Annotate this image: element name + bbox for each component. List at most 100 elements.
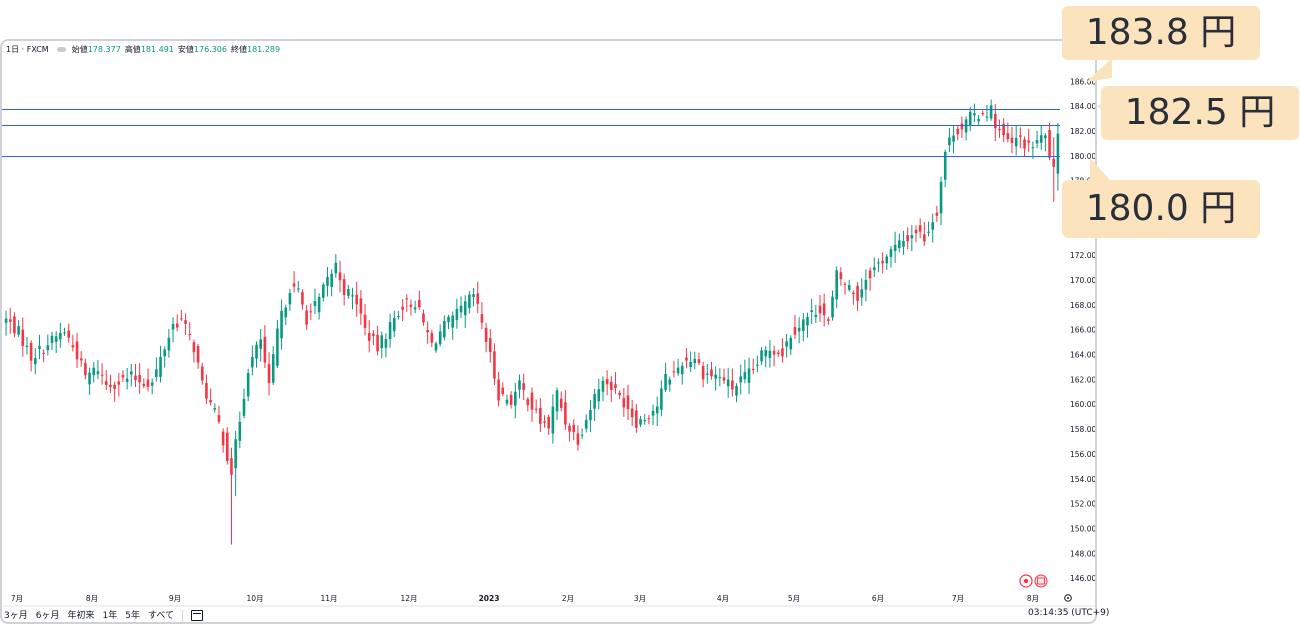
candle-body	[814, 314, 818, 318]
candle-body	[134, 375, 137, 380]
range-button-6m[interactable]: 6ヶ月	[35, 611, 60, 621]
candle-body	[760, 350, 763, 362]
range-button-5y[interactable]: 5年	[125, 611, 140, 621]
calendar-icon[interactable]	[1034, 574, 1048, 588]
candle-body	[146, 379, 150, 388]
range-button-3m[interactable]: 3ヶ月	[4, 611, 28, 621]
candle-body	[927, 231, 930, 233]
candle-body	[898, 240, 901, 248]
candle-body	[576, 433, 580, 445]
low-value: 176.306	[193, 45, 227, 54]
y-tick-label: 146.000	[1070, 574, 1097, 583]
range-button-ytd[interactable]: 年初来	[67, 611, 95, 621]
candle-body	[718, 377, 722, 379]
candle-body	[856, 285, 859, 301]
candle-body	[117, 381, 121, 385]
goto-date-icon[interactable]	[190, 610, 203, 621]
candle-body	[29, 342, 33, 361]
candle-body	[451, 315, 454, 328]
candle-body	[676, 367, 680, 374]
range-button-1y[interactable]: 1年	[102, 611, 118, 621]
candle-body	[693, 358, 697, 364]
candle-body	[764, 350, 768, 357]
candle-body	[626, 395, 630, 410]
candle-body	[1048, 130, 1051, 158]
candle-body	[100, 374, 104, 376]
candle-body	[409, 304, 413, 308]
candle-body	[639, 419, 642, 425]
symbol-label[interactable]: 1日 · FXCM	[6, 45, 49, 54]
candlestick-chart[interactable]: 183.800182.500180.000 146.000 148.000 150.…	[2, 41, 1097, 624]
candle-body	[363, 314, 367, 328]
candle-body	[647, 418, 651, 420]
x-tick-label: 7月	[11, 594, 23, 603]
candle-body	[501, 387, 505, 395]
record-icon[interactable]	[1019, 574, 1033, 588]
x-tick-label: 11月	[320, 594, 337, 603]
settings-icon[interactable]	[1064, 594, 1072, 602]
candle-body	[781, 348, 784, 357]
candle-body	[559, 398, 563, 408]
candle-body	[797, 327, 801, 332]
candle-body	[860, 289, 864, 298]
callout-183-8: 183.8 円	[1062, 6, 1260, 60]
candle-body	[835, 270, 838, 300]
candle-body	[88, 372, 91, 385]
candle-body	[726, 379, 730, 387]
candle-body	[509, 394, 513, 405]
candle-body	[8, 319, 12, 322]
candle-body	[605, 379, 609, 385]
candle-body	[380, 335, 384, 349]
candle-body	[109, 385, 112, 388]
candle-body	[284, 307, 288, 318]
candle-body	[701, 365, 705, 380]
candle-body	[893, 244, 897, 252]
candle-body	[630, 408, 634, 418]
candle-body	[196, 345, 200, 363]
candle-body	[317, 296, 321, 313]
y-tick-label: 164.000	[1070, 351, 1097, 360]
range-button-all[interactable]: すべて	[147, 611, 174, 621]
candle-body	[714, 374, 717, 379]
candle-body	[902, 241, 905, 247]
y-tick-label: 162.000	[1070, 375, 1097, 384]
candle-body	[1010, 137, 1014, 143]
candle-body	[155, 369, 158, 377]
candle-body	[651, 410, 655, 416]
y-tick-label: 158.000	[1070, 425, 1097, 434]
x-tick-label: 5月	[788, 594, 800, 603]
candle-body	[931, 222, 934, 230]
candle-body	[597, 389, 601, 402]
candle-body	[167, 337, 171, 351]
y-tick-label: 170.000	[1070, 276, 1097, 285]
candle-body	[956, 128, 960, 135]
candle-body	[63, 332, 66, 334]
candles-layer	[4, 99, 1060, 545]
candle-body	[818, 305, 822, 314]
candle-body	[313, 301, 317, 306]
candle-body	[1052, 158, 1056, 167]
candle-body	[163, 349, 166, 357]
collapse-legend-icon[interactable]	[56, 47, 66, 52]
candle-body	[234, 439, 237, 469]
candle-body	[706, 373, 709, 375]
candle-body	[488, 338, 492, 353]
candle-body	[530, 392, 534, 410]
candle-body	[367, 333, 371, 341]
candle-body	[543, 421, 546, 423]
candle-body	[459, 305, 463, 313]
toolbar-divider	[181, 609, 183, 622]
candle-body	[46, 345, 50, 351]
candle-body	[42, 352, 45, 354]
x-tick-label: 6月	[872, 594, 884, 603]
x-tick-label: 9月	[169, 594, 181, 603]
candle-body	[555, 390, 559, 412]
candle-body	[276, 328, 279, 366]
candle-body	[522, 383, 525, 391]
candle-body	[150, 382, 154, 386]
candle-body	[192, 342, 196, 353]
candle-body	[584, 419, 588, 429]
candle-body	[104, 381, 108, 386]
candle-body	[184, 320, 187, 325]
candle-body	[864, 279, 868, 290]
